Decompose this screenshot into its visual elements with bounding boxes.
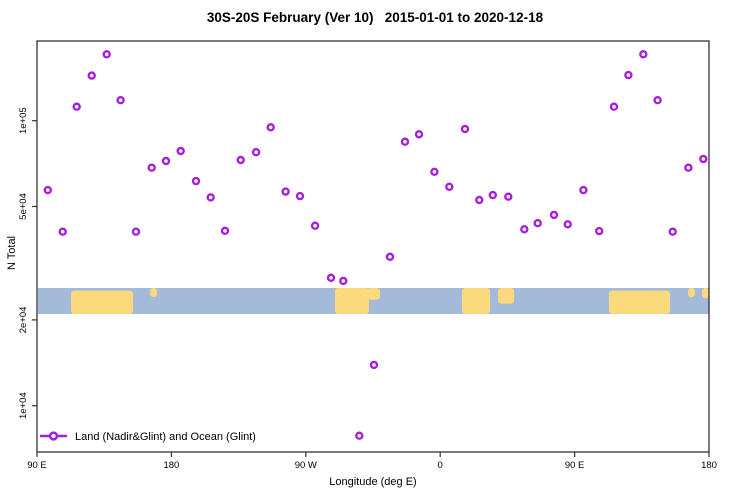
data-point <box>445 182 454 192</box>
data-point <box>176 146 185 156</box>
land-south-america <box>334 288 369 314</box>
axis-ticks: 90 E 180 90 W 0 90 E 180 1e+05 5e+04 2e+04 1e+04 <box>18 107 717 471</box>
data-point <box>653 95 662 105</box>
data-point <box>191 176 201 186</box>
data-point <box>43 185 52 195</box>
data-point <box>549 210 559 220</box>
y-tick-label: 1e+04 <box>18 392 29 419</box>
data-point <box>339 276 348 286</box>
data-point <box>147 163 156 172</box>
x-tick-label: 90 E <box>565 460 585 471</box>
data-point <box>563 220 572 229</box>
data-points <box>43 50 708 440</box>
x-tick-label: 180 <box>163 460 179 471</box>
legend: Land (Nadir&Glint) and Ocean (Glint) <box>40 431 256 443</box>
data-point <box>220 226 230 236</box>
data-point <box>131 227 141 236</box>
land-africa <box>462 288 491 314</box>
land-australia <box>71 290 134 314</box>
data-point <box>281 187 290 196</box>
data-point <box>87 71 96 80</box>
data-point <box>369 360 379 370</box>
chart-title: 30S-20S February (Ver 10) 2015-01-01 to … <box>206 10 544 25</box>
data-point <box>266 123 275 132</box>
data-point <box>533 218 542 228</box>
data-point <box>355 431 364 440</box>
data-point <box>475 195 484 205</box>
data-point <box>326 273 336 282</box>
y-tick-label: 2e+04 <box>18 307 29 334</box>
x-axis-title: Longitude (deg E) <box>329 476 417 488</box>
data-point <box>684 163 693 172</box>
data-point <box>310 221 320 230</box>
land-madagascar <box>497 288 515 304</box>
land-australia-2 <box>608 290 671 314</box>
data-point <box>251 147 261 157</box>
data-point <box>161 156 171 166</box>
data-point <box>668 227 677 236</box>
data-point <box>236 155 245 165</box>
data-point <box>414 130 424 139</box>
land-south-america-e <box>367 288 381 300</box>
x-tick-label: 0 <box>438 460 443 471</box>
y-tick-label: 1e+05 <box>18 107 29 134</box>
data-point <box>579 185 588 195</box>
data-point <box>639 50 648 59</box>
map-band <box>38 288 709 314</box>
data-point <box>72 102 81 111</box>
data-point <box>295 191 305 201</box>
data-point <box>609 102 619 111</box>
data-point <box>116 95 125 105</box>
data-point <box>58 227 67 236</box>
land-fiji <box>701 288 709 299</box>
data-point <box>504 192 513 201</box>
data-point <box>102 50 111 59</box>
x-tick-label: 90 E <box>27 460 47 471</box>
y-axis-title: N Total <box>6 235 18 271</box>
data-point <box>400 137 410 146</box>
legend-label: Land (Nadir&Glint) and Ocean (Glint) <box>75 431 256 443</box>
plot-box <box>36 40 710 453</box>
data-point <box>206 193 215 202</box>
data-point <box>430 167 439 177</box>
data-point <box>488 190 497 200</box>
legend-marker-icon <box>48 431 59 441</box>
x-tick-label: 90 W <box>295 460 317 471</box>
plot-border <box>36 40 710 453</box>
data-point <box>460 124 470 134</box>
y-tick-label: 5e+04 <box>18 193 29 220</box>
data-point <box>520 225 529 234</box>
x-tick-label: 180 <box>701 460 717 471</box>
data-point <box>595 226 604 236</box>
land-new-caledonia-2 <box>687 288 695 298</box>
data-point <box>699 154 708 164</box>
data-point <box>624 70 633 80</box>
data-point <box>385 252 395 261</box>
land-new-caledonia <box>150 288 158 298</box>
